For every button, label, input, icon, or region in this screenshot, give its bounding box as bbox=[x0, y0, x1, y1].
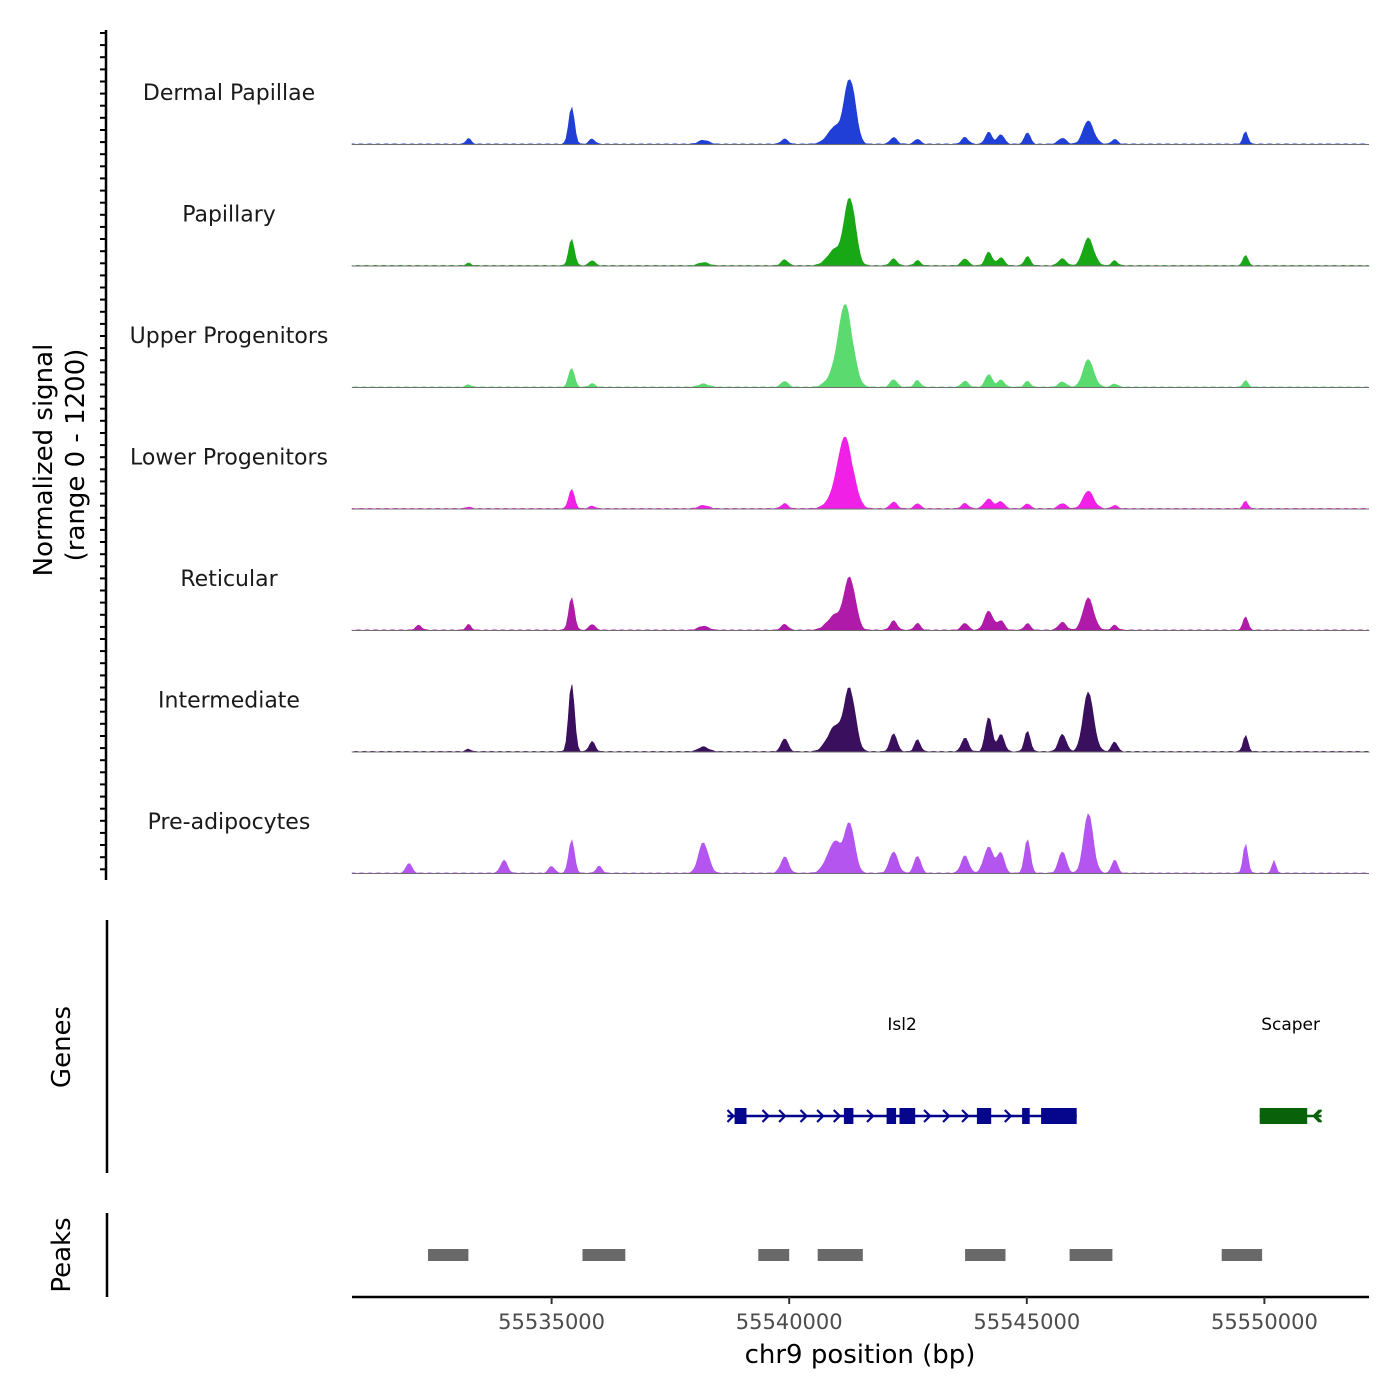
gene-exon bbox=[843, 1108, 854, 1124]
x-tick-label: 55550000 bbox=[1211, 1310, 1318, 1334]
track-label: Pre-adipocytes bbox=[148, 810, 311, 835]
gene-end-mark bbox=[726, 1109, 735, 1123]
x-axis-title: chr9 position (bp) bbox=[745, 1340, 976, 1370]
strand-arrow bbox=[866, 1109, 875, 1123]
peak-region bbox=[758, 1249, 790, 1261]
track-reticular: Reticular bbox=[180, 567, 1370, 631]
gene-label: Scaper bbox=[1261, 1015, 1320, 1035]
signal-area-papillary bbox=[351, 197, 1370, 267]
x-tick-label: 55540000 bbox=[736, 1310, 843, 1334]
peak-region bbox=[1069, 1249, 1113, 1261]
track-lower-progenitors: Lower Progenitors bbox=[130, 436, 1370, 510]
gene-exon bbox=[1041, 1108, 1077, 1124]
peak-region bbox=[817, 1249, 863, 1261]
gene-exon bbox=[1259, 1108, 1308, 1124]
strand-arrow bbox=[1004, 1109, 1013, 1123]
signal-area-intermediate bbox=[351, 684, 1371, 753]
track-intermediate: Intermediate bbox=[158, 684, 1371, 753]
gene-exon bbox=[976, 1108, 992, 1124]
track-dermal-papillae: Dermal Papillae bbox=[143, 79, 1370, 145]
track-pre-adipocytes: Pre-adipocytes bbox=[148, 810, 1370, 874]
signal-area-reticular bbox=[351, 576, 1370, 631]
gene-exon bbox=[1022, 1108, 1030, 1124]
peak-region bbox=[965, 1249, 1006, 1261]
strand-arrow bbox=[832, 1109, 842, 1123]
x-axis: 55535000 55540000 55545000 55550000 bbox=[498, 1297, 1318, 1334]
gene-scaper[interactable]: Scaper bbox=[1259, 1015, 1323, 1124]
x-tick-label: 55535000 bbox=[498, 1310, 605, 1334]
gene-exon bbox=[734, 1108, 747, 1124]
signal-area-upper-progenitors bbox=[351, 304, 1370, 388]
peak-region bbox=[582, 1249, 626, 1261]
strand-arrow bbox=[942, 1109, 951, 1123]
gene-end-mark bbox=[1313, 1109, 1323, 1123]
strand-arrow bbox=[799, 1109, 809, 1123]
track-label: Lower Progenitors bbox=[130, 446, 328, 471]
y-axis bbox=[100, 30, 108, 880]
peak-region bbox=[1221, 1249, 1263, 1261]
gene-isl2[interactable]: Isl2 bbox=[726, 1015, 1077, 1124]
genes-track: Isl2 Scaper bbox=[726, 1015, 1323, 1124]
peak-region bbox=[428, 1249, 469, 1261]
peaks-track bbox=[428, 1249, 1263, 1261]
track-label: Papillary bbox=[182, 203, 276, 228]
gene-exon bbox=[899, 1108, 916, 1124]
signal-tracks: Dermal Papillae Papillary Upper Progenitor… bbox=[130, 79, 1371, 874]
y-axis-title: Normalized signal bbox=[29, 344, 59, 577]
strand-arrow bbox=[778, 1109, 787, 1123]
genes-track-label: Genes bbox=[47, 1006, 77, 1088]
strand-arrow bbox=[816, 1109, 825, 1123]
strand-arrow bbox=[1312, 1109, 1321, 1123]
signal-area-lower-progenitors bbox=[351, 436, 1370, 510]
peaks-track-label: Peaks bbox=[47, 1217, 77, 1292]
signal-area-pre-adipocytes bbox=[351, 813, 1370, 874]
track-papillary: Papillary bbox=[182, 197, 1370, 267]
strand-arrow bbox=[761, 1109, 771, 1123]
strand-arrow bbox=[923, 1109, 932, 1123]
strand-arrow bbox=[961, 1109, 970, 1123]
track-label: Reticular bbox=[180, 567, 278, 592]
track-label: Intermediate bbox=[158, 689, 300, 714]
x-tick-label: 55545000 bbox=[973, 1310, 1080, 1334]
y-axis-subtitle: (range 0 - 1200) bbox=[61, 349, 91, 562]
track-label: Upper Progenitors bbox=[130, 324, 329, 349]
track-label: Dermal Papillae bbox=[143, 81, 315, 106]
gene-label: Isl2 bbox=[887, 1015, 916, 1035]
track-upper-progenitors: Upper Progenitors bbox=[130, 304, 1370, 388]
signal-area-dermal-papillae bbox=[351, 79, 1370, 145]
gene-exon bbox=[886, 1108, 897, 1124]
